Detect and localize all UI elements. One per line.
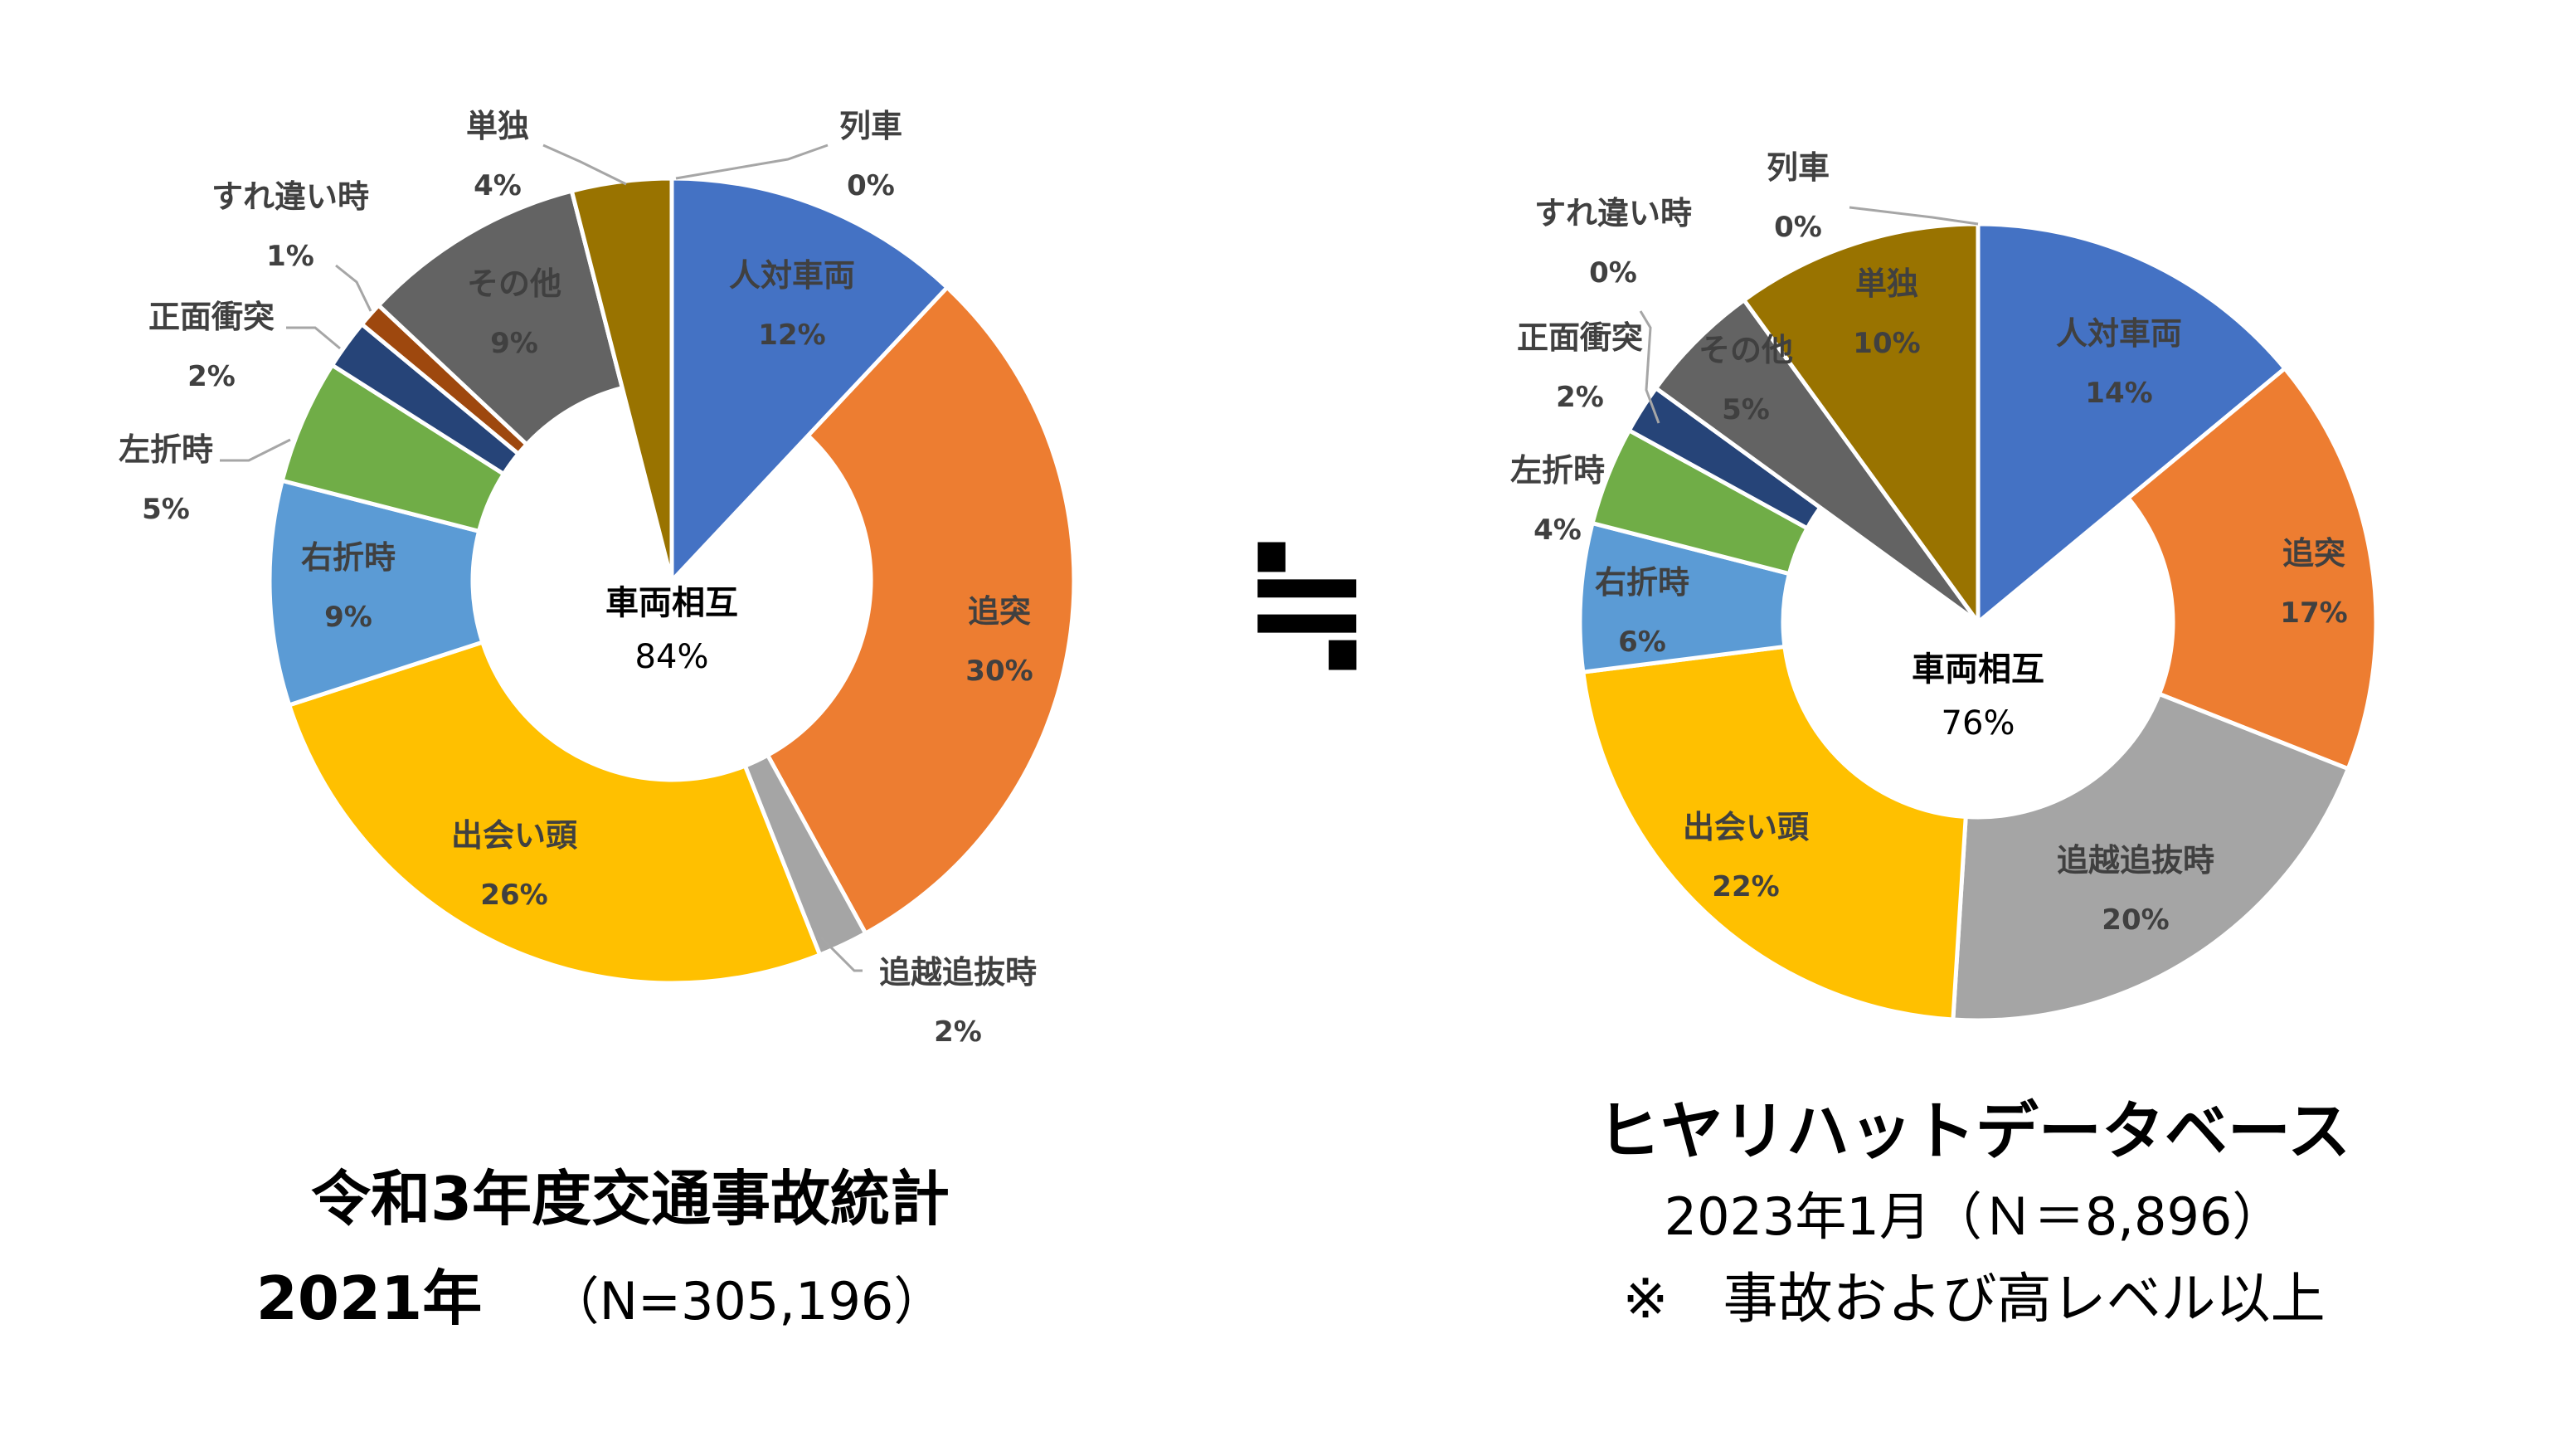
chart-left-label-name-6: 正面衝突 [148,299,275,335]
chart-left-label-value-10: 0% [847,169,895,202]
chart-left-label-value-2: 2% [934,1015,982,1049]
chart-left-label-name-3: 出会い頭 [451,817,578,854]
chart-left-leader-9 [542,144,627,186]
chart-right-donut: 車両相互 76% 人対車両 14% 追突 17% 追越追抜時 20% 出会い頭 22% 右折時 6% 左… [1510,149,2379,1023]
chart-left-label-name-2: 追越追抜時 [879,954,1037,991]
chart-right-label-value-7: 0% [1589,256,1637,290]
chart-left-label-name-10: 列車 [839,108,902,144]
chart-right-label-name-10: 列車 [1767,149,1830,186]
chart-left-wedge-center-0 [669,176,950,583]
chart-right-center-value: 76% [1942,704,2015,743]
chart-right-label-value-9: 10% [1853,327,1920,360]
chart-right-label-name-5: 左折時 [1510,452,1605,489]
chart-right-label-value-0: 14% [2085,377,2152,410]
chart-right-label-name-7: すれ違い時 [1534,195,1692,231]
chart-right-center-label: 車両相互 [1912,650,2044,689]
chart-left-label-value-5: 5% [142,493,190,526]
chart-left-label-name-5: 左折時 [119,431,213,468]
chart-left-label-value-9: 4% [474,169,522,202]
left-subtitle-year: 2021年 [256,1264,482,1333]
chart-left-center-label: 車両相互 [605,584,738,622]
approx-equal-symbol: ≒ [1241,509,1373,693]
chart-right-label-name-3: 出会い頭 [1683,809,1810,845]
chart-right-wedge-center-0 [1976,222,2287,625]
chart-left-label-name-1: 追突 [968,593,1031,630]
chart-left-leader-5 [220,438,291,462]
chart-left-label-value-7: 1% [266,240,314,273]
chart-right-wedge-2 [1951,692,2350,1023]
chart-right-label-name-6: 正面衝突 [1517,319,1643,356]
chart-right-label-name-9: 単独 [1855,265,1918,302]
chart-right-label-name-4: 右折時 [1595,564,1689,601]
chart-right-leader-10 [1849,206,1979,226]
chart-left-donut: 車両相互 84% 人対車両 12% 追突 30% 追越追抜時 2% 出会い頭 26% 右折時 9% 左折… [119,108,1077,1049]
chart-right-label-value-8: 5% [1722,393,1770,426]
right-subtitle-line2: ※ 事故および高レベル以上 [1622,1267,2325,1331]
chart-right-label-value-5: 4% [1533,514,1582,547]
chart-left-leader-2 [819,936,863,972]
chart-right-wedge-1 [2126,366,2379,772]
chart-left-label-value-3: 26% [480,879,547,912]
chart-right-label-value-1: 17% [2280,596,2347,630]
chart-left-leader-6 [286,326,341,350]
chart-left-label-name-4: 右折時 [301,539,396,576]
left-subtitle-note: （N=305,196） [548,1271,945,1332]
chart-left-label-name-9: 単独 [466,108,529,144]
chart-left-label-name-8: その他 [467,265,561,302]
chart-right-leader-6 [1639,310,1660,424]
chart-left-label-name-0: 人対車両 [729,257,855,294]
chart-right-wedge-3 [1581,644,1968,1022]
chart-right-label-value-4: 6% [1618,626,1666,659]
chart-left-center-value: 84% [635,638,709,676]
chart-right-label-value-2: 20% [2102,903,2169,937]
chart-right-label-value-10: 0% [1774,211,1822,244]
chart-right-label-value-6: 2% [1556,381,1604,414]
chart-right-label-name-8: その他 [1699,332,1793,368]
chart-left-label-value-0: 12% [758,319,825,352]
chart-left-label-value-8: 9% [490,327,538,360]
chart-right-label-name-2: 追越追抜時 [2057,842,2214,879]
chart-right-label-name-0: 人対車両 [2056,315,2182,352]
chart-left-label-value-6: 2% [187,360,236,393]
chart-right-label-name-1: 追突 [2282,535,2345,572]
chart-right-label-value-3: 22% [1712,870,1779,903]
left-title: 令和3年度交通事故統計 [311,1164,950,1234]
chart-left-wedge-1 [766,285,1077,936]
chart-left-label-value-1: 30% [965,655,1033,688]
right-title: ヒヤリハットデータベース [1597,1094,2350,1168]
chart-left-leader-7 [335,264,372,312]
chart-left-wedge-center-9 [569,176,674,583]
right-subtitle-line1: 2023年1月（Ｎ＝8,896） [1665,1186,2284,1247]
chart-left-wedge-3 [287,640,823,986]
chart-left-label-name-7: すれ違い時 [211,178,369,215]
chart-left-leader-10 [675,144,829,180]
chart-left-label-value-4: 9% [324,601,372,634]
